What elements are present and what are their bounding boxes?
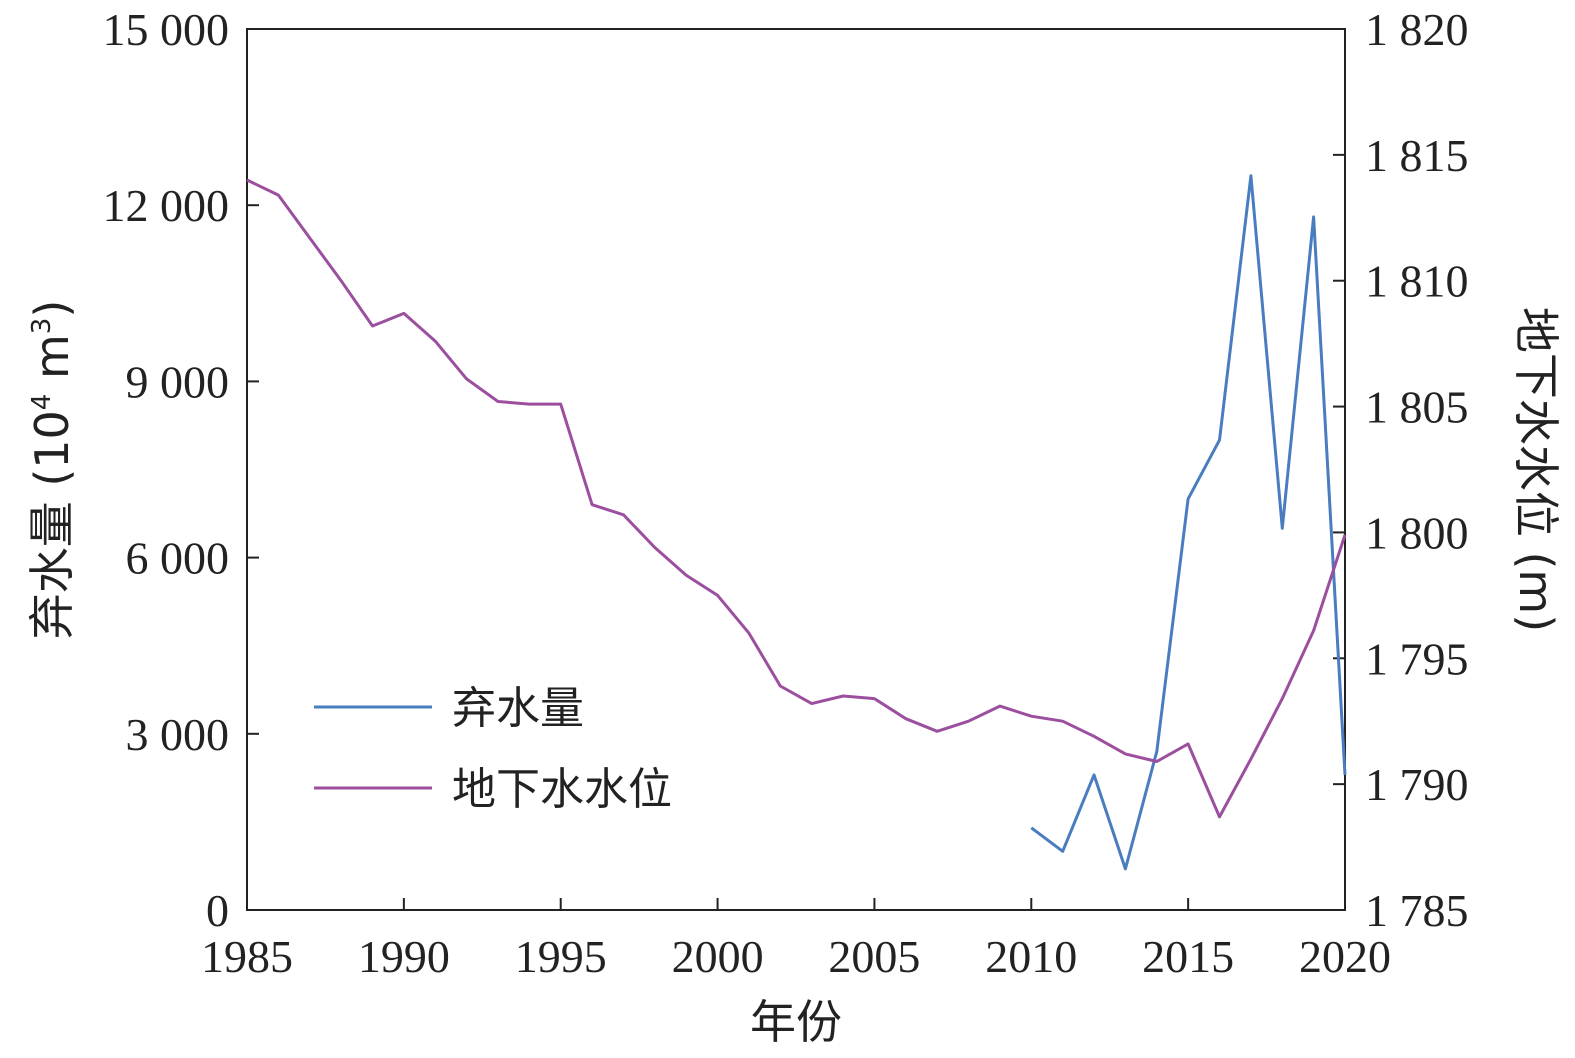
left-y-axis-title-end: ) [25, 300, 79, 318]
x-tick-label: 1990 [358, 931, 450, 982]
left-y-tick-label: 12 000 [103, 180, 230, 231]
plot-frame [246, 28, 1346, 911]
x-tick-label: 2010 [985, 931, 1077, 982]
left-y-tick-label: 9 000 [126, 356, 230, 407]
plot-border [246, 28, 1346, 911]
left-y-tick-label: 0 [206, 885, 229, 936]
right-y-tick-label: 1 810 [1365, 256, 1469, 307]
left-y-axis-title: 弃水量 (104 m3) [25, 300, 79, 640]
x-tick-label: 1995 [515, 931, 607, 982]
left-y-axis-title-main: 弃水量 (10 [25, 410, 79, 639]
legend: 弃水量 地下水水位 [314, 683, 672, 815]
left-y-tick-label: 3 000 [126, 709, 230, 760]
right-y-tick-label: 1 820 [1365, 4, 1469, 55]
left-y-tick-label: 6 000 [126, 533, 230, 584]
right-y-axis-title: 地下水水位 (m) [1509, 307, 1563, 632]
left-y-axis-title-mid: m [25, 334, 79, 393]
series-line-1 [246, 178, 1347, 819]
left-y-axis-title-sup: 4 [27, 394, 57, 411]
series-line-0 [1030, 174, 1347, 871]
legend-label-series-1: 地下水水位 [452, 764, 672, 815]
right-y-tick-label: 1 800 [1365, 507, 1469, 558]
right-y-tick-label: 1 795 [1365, 633, 1469, 684]
x-tick-label: 2005 [828, 931, 920, 982]
right-y-tick-label: 1 815 [1365, 130, 1469, 181]
x-axis-title: 年份 [750, 995, 842, 1049]
right-y-tick-label: 1 805 [1365, 382, 1469, 433]
x-tick-label: 2015 [1142, 931, 1234, 982]
x-tick-label: 2000 [672, 931, 764, 982]
legend-label-series-0: 弃水量 [452, 683, 584, 734]
right-y-tick-label: 1 785 [1365, 885, 1469, 936]
right-y-axis-ticks: 1 785 1 790 1 795 1 800 1 805 1 810 1 815 1 820 [1333, 4, 1469, 936]
x-tick-label: 2020 [1299, 931, 1391, 982]
left-y-axis-ticks: 0 3 000 6 000 9 000 12 000 15 000 [103, 4, 259, 936]
right-y-tick-label: 1 790 [1365, 759, 1469, 810]
series-lines [246, 174, 1347, 871]
x-axis-ticks: 1985 1990 1995 2000 2005 2010 2015 2020 [201, 898, 1391, 982]
left-y-axis-title-sup2: 3 [27, 318, 57, 335]
left-y-tick-label: 15 000 [103, 4, 230, 55]
x-tick-label: 1985 [201, 931, 293, 982]
